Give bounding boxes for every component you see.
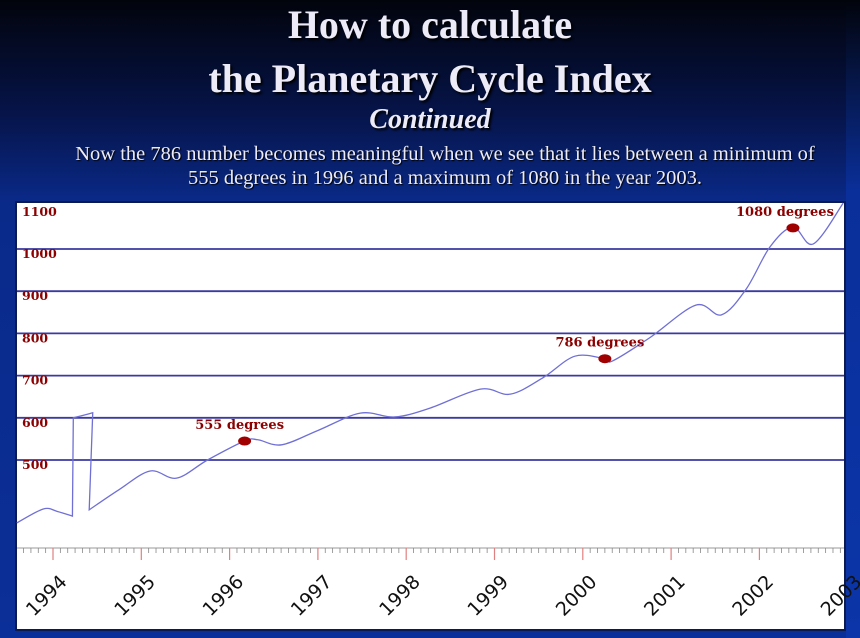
x-tick-label: 1996: [198, 571, 248, 621]
x-tick-label: 2002: [728, 571, 778, 621]
x-tick-label: 1994: [22, 571, 72, 621]
y-tick-label: 700: [22, 373, 48, 388]
x-tick-label: 1995: [110, 571, 160, 621]
y-tick-label: 600: [22, 415, 48, 430]
annotation-marker: [598, 354, 612, 364]
series-line: [16, 202, 844, 524]
chart-area: [15, 201, 846, 631]
slide-title-line2: the Planetary Cycle Index: [208, 56, 652, 101]
x-tick-label: 2000: [552, 571, 602, 621]
x-tick-label: 1997: [287, 571, 337, 621]
slide-title-line1: How to calculate: [287, 2, 573, 47]
x-tick-label: 2003: [817, 571, 860, 621]
slide-body-text: Now the 786 number becomes meaningful wh…: [75, 143, 815, 189]
slide-subtitle: Continued: [369, 104, 491, 135]
x-tick-label: 2001: [640, 571, 690, 621]
x-tick-label: 1998: [375, 571, 425, 621]
annotation-label: 555 degrees: [195, 418, 284, 433]
y-tick-label: 1100: [22, 204, 57, 219]
y-tick-label: 500: [22, 457, 48, 472]
y-tick-label: 800: [22, 330, 48, 345]
slide-edge: [846, 0, 860, 638]
annotation-marker: [786, 223, 800, 233]
y-tick-label: 1000: [22, 246, 57, 261]
y-tick-label: 900: [22, 288, 48, 303]
annotation-label: 1080 degrees: [736, 205, 834, 220]
annotation-label: 786 degrees: [555, 336, 644, 351]
annotation-marker: [238, 436, 252, 446]
x-tick-label: 1999: [463, 571, 513, 621]
